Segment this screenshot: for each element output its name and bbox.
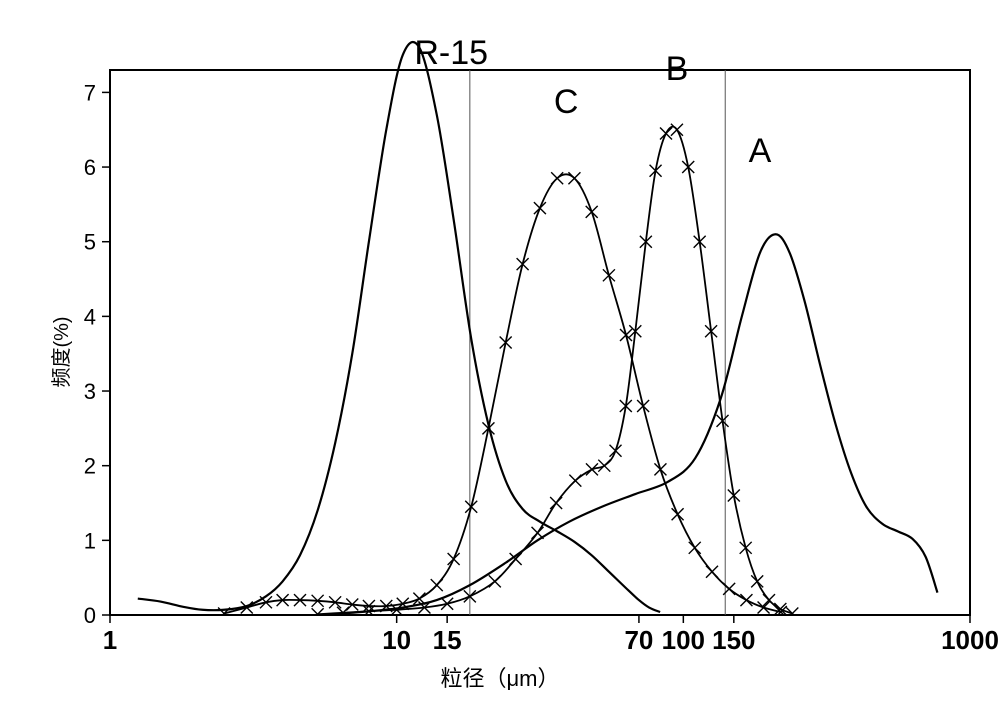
svg-text:150: 150 — [712, 625, 755, 655]
svg-text:15: 15 — [433, 625, 462, 655]
y-axis-label: 频度(%) — [45, 316, 74, 387]
svg-text:5: 5 — [84, 230, 96, 255]
series-R-15 — [138, 42, 660, 612]
svg-text:1: 1 — [84, 528, 96, 553]
series-label-C: C — [554, 83, 579, 121]
svg-text:1: 1 — [103, 625, 117, 655]
svg-text:70: 70 — [624, 625, 653, 655]
svg-text:3: 3 — [84, 379, 96, 404]
series-label-B: B — [666, 50, 689, 88]
series-B — [318, 127, 793, 615]
svg-text:100: 100 — [662, 625, 705, 655]
x-axis-label: 粒径（μm） — [440, 661, 559, 693]
svg-text:0: 0 — [84, 603, 96, 628]
svg-text:6: 6 — [84, 155, 96, 180]
series-A — [333, 234, 937, 614]
chart-svg: 0123456711015701001501000R-15CBA — [0, 0, 1000, 703]
svg-text:2: 2 — [84, 454, 96, 479]
particle-size-distribution-chart: 0123456711015701001501000R-15CBA 频度(%) 粒… — [0, 0, 1000, 703]
series-label-A: A — [749, 132, 772, 170]
svg-text:10: 10 — [382, 625, 411, 655]
svg-text:1000: 1000 — [941, 625, 999, 655]
svg-text:7: 7 — [84, 80, 96, 105]
svg-text:4: 4 — [84, 304, 96, 329]
series-label-R-15: R-15 — [414, 34, 488, 72]
